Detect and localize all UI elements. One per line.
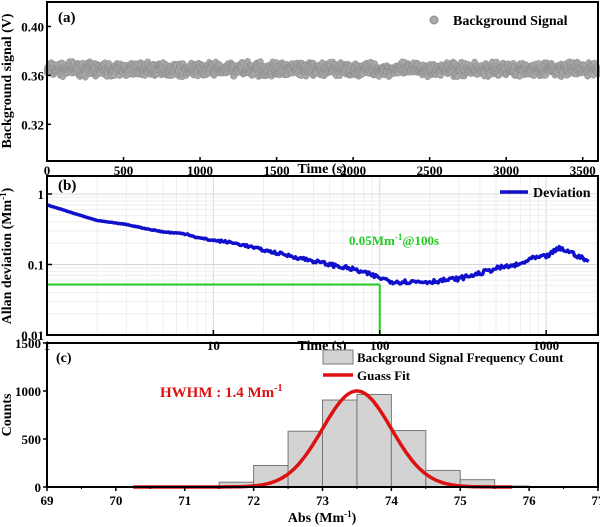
grid-b xyxy=(46,176,598,336)
histogram-bar xyxy=(356,393,392,488)
y-tick-label-c: 0 xyxy=(35,480,42,495)
panel-label-b: (b) xyxy=(58,178,76,194)
y-axis-title-c: Counts xyxy=(0,393,15,436)
plot-frame-a xyxy=(46,1,599,162)
x-tick-label-b: 10 xyxy=(207,338,220,353)
x-tick-label-a: 2000 xyxy=(340,163,366,178)
panel-a: 0 500 1000 1500 2000 2500 3000 3500 0.32 0.36 0.40… xyxy=(0,1,600,178)
y-tick-label-a: 0.32 xyxy=(21,117,44,132)
y-tick-label-b: 1 xyxy=(38,187,45,202)
panel-label-c: (c) xyxy=(56,351,72,366)
histogram-bars xyxy=(218,393,530,488)
annotation-label: 0.05Mm-1@100s xyxy=(349,232,439,248)
x-tick-label-a: 1500 xyxy=(264,163,290,178)
x-tick-label-a: 0 xyxy=(44,163,51,178)
y-axis-title-a: Background signal (V) xyxy=(0,13,15,148)
y-tick-label-b: 0.1 xyxy=(28,257,44,272)
legend-label-deviation: Deviation xyxy=(533,186,591,201)
y-tick-label-c: 1000 xyxy=(15,384,41,399)
x-tick-label-c: 71 xyxy=(178,493,191,508)
x-tick-label-c: 70 xyxy=(109,493,122,508)
plot-frame-b xyxy=(46,175,599,336)
x-tick-label-a: 2500 xyxy=(417,163,443,178)
hwhm-annotation: HWHM : 1.4 Mm-1 xyxy=(160,383,282,401)
x-tick-label-c: 74 xyxy=(385,493,399,508)
x-tick-label-c: 76 xyxy=(523,493,537,508)
deviation-line xyxy=(46,203,590,286)
x-tick-label-c: 69 xyxy=(41,493,55,508)
x-axis-title-c: Abs (Mm-1) xyxy=(288,509,357,526)
x-tick-label-a: 3500 xyxy=(570,163,596,178)
y-tick-label-a: 0.40 xyxy=(21,19,44,34)
legend-label-gauss-fit: Guass Fit xyxy=(357,368,411,383)
panel-label-a: (a) xyxy=(58,10,76,26)
legend-swatch-frequency-count xyxy=(322,349,354,365)
x-tick-label-a: 1000 xyxy=(187,163,213,178)
y-tick-label-c: 1500 xyxy=(15,336,41,351)
histogram-bar xyxy=(322,399,358,488)
x-axis-title-a: Time (s) xyxy=(297,162,346,177)
x-tick-label-b: 100 xyxy=(370,338,390,353)
legend-label-background-signal: Background Signal xyxy=(453,14,568,29)
x-tick-label-b: 1000 xyxy=(533,338,559,353)
x-tick-label-c: 75 xyxy=(454,493,468,508)
x-tick-label-c: 77 xyxy=(592,493,600,508)
panel-c: 69 70 71 72 73 74 75 76 77 0 500 1000 1500 (c) Backg… xyxy=(0,336,600,526)
y-tick-label-a: 0.36 xyxy=(21,68,44,83)
y-tick-label-b: 0.01 xyxy=(21,328,44,343)
x-tick-label-a: 3000 xyxy=(493,163,519,178)
y-axis-title-b: Allan deviation (Mm-1) xyxy=(0,187,15,324)
y-tick-label-c: 500 xyxy=(22,432,42,447)
legend-marker-background-signal xyxy=(429,15,439,25)
x-tick-label-a: 500 xyxy=(114,163,134,178)
legend-label-frequency-count: Background Signal Frequency Count xyxy=(357,350,564,365)
scatter-points xyxy=(43,57,600,81)
x-tick-label-c: 73 xyxy=(316,493,330,508)
x-tick-label-c: 72 xyxy=(247,493,260,508)
